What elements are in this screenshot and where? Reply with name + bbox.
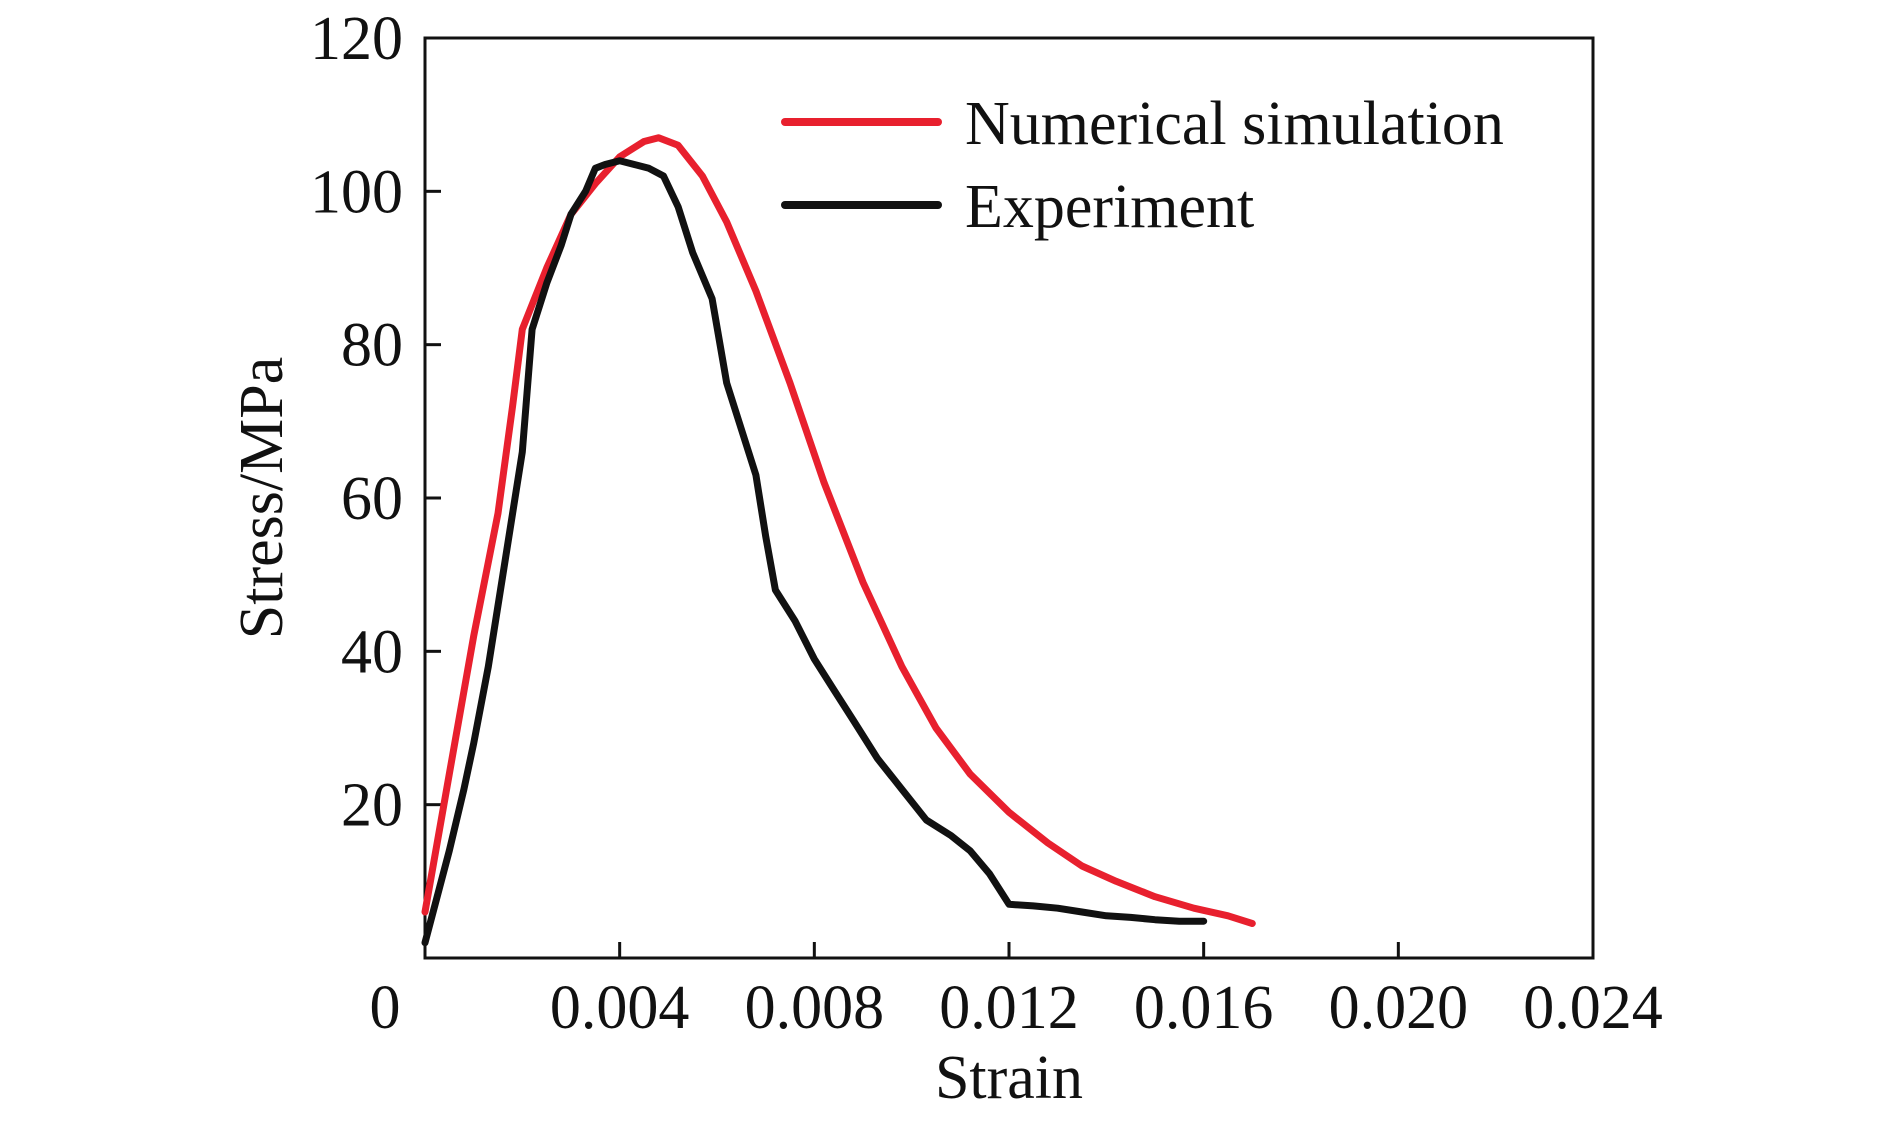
x-tick-label: 0.020 [1329,974,1469,1042]
y-tick-label: 20 [341,772,403,840]
x-tick-label: 0.012 [939,974,1079,1042]
y-tick-label: 100 [310,158,403,226]
x-tick-label: 0.016 [1134,974,1274,1042]
x-tick-label: 0 [370,974,401,1042]
y-axis-ticks: 20 40 60 80 100 120 [310,5,441,840]
y-axis-title: Stress/MPa [228,357,296,639]
series-line-experiment [421,157,1208,947]
x-axis-title: Strain [935,1044,1083,1112]
series-line-numerical-simulation [421,134,1256,927]
series-lines [421,134,1256,947]
x-tick-label: 0.008 [745,974,885,1042]
y-tick-label: 60 [341,465,403,533]
legend: Numerical simulation Experiment [781,90,1504,241]
legend-label-numerical-simulation: Numerical simulation [965,90,1504,158]
legend-label-experiment: Experiment [965,173,1254,241]
x-tick-label: 0.024 [1523,974,1663,1042]
x-tick-label: 0.004 [550,974,690,1042]
y-tick-label: 120 [310,5,403,73]
x-axis-ticks: 0 0.004 0.008 0.012 0.016 0.020 0.024 [370,942,1663,1042]
y-tick-label: 40 [341,618,403,686]
y-tick-label: 80 [341,312,403,380]
